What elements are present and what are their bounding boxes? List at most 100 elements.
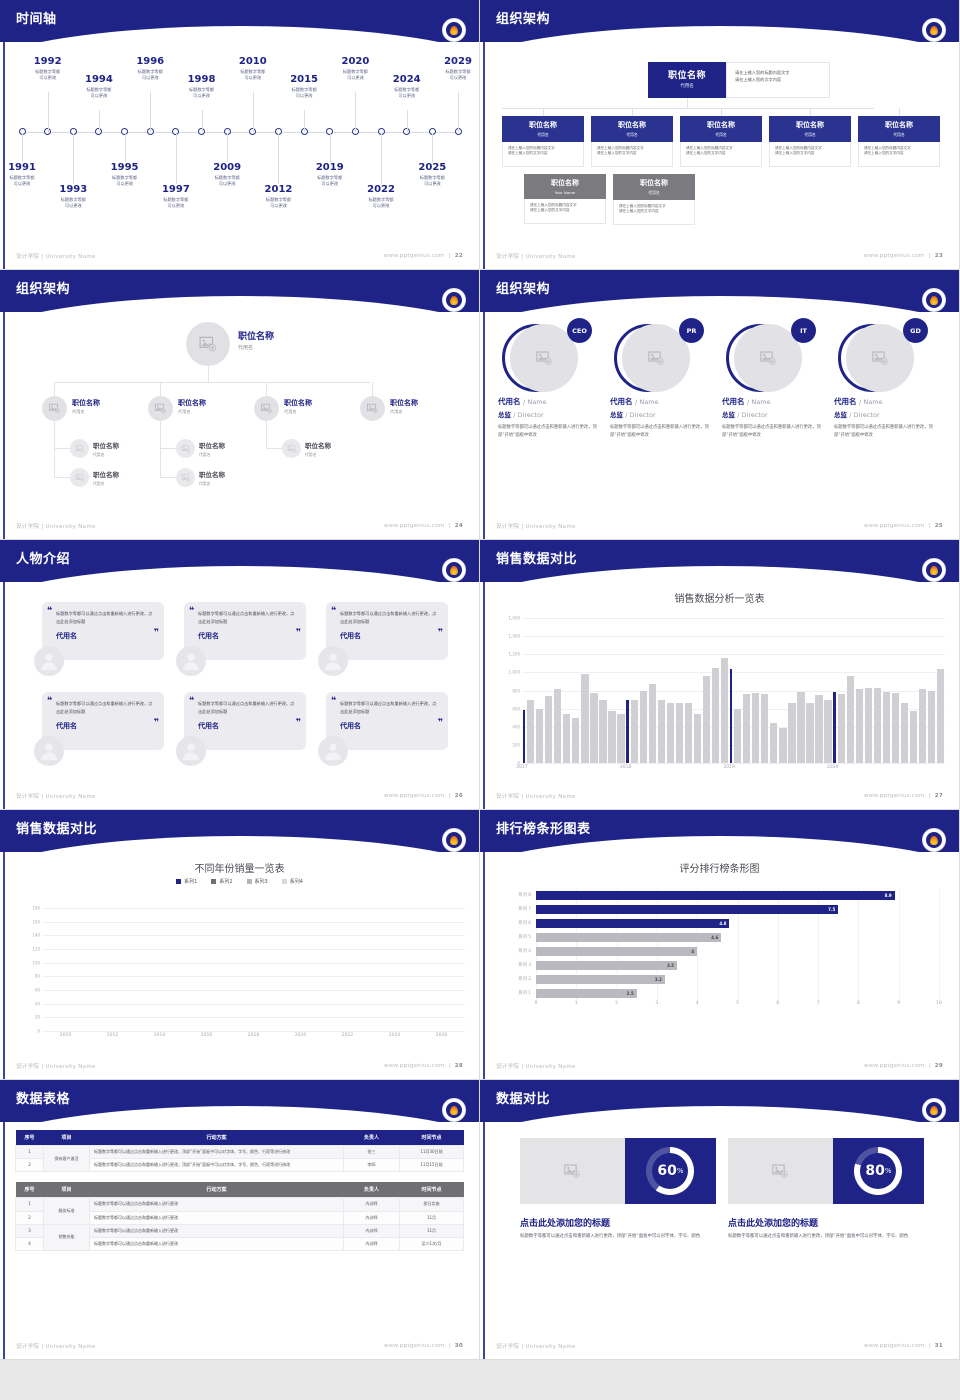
slide-rank-bars[interactable]: 排行榜条形图表 评分排行榜条形图 系列 8 8.9 系列 7 7.5 系列 6 4.8 系列… [480,810,960,1080]
node-avatar-icon[interactable] [42,396,67,421]
timeline-event-bottom[interactable]: 1995 标题数字等都 可以更改 [92,162,158,187]
bar[interactable] [864,687,872,763]
bar[interactable] [599,700,607,763]
leaf-avatar-icon[interactable] [70,439,89,458]
slide-org-boxes[interactable]: 组织架构 职位名称 代用名 请在上输入您的标题内容文字 请在上输入您的文字内容 … [480,0,960,270]
timeline-event-bottom[interactable]: 2019 标题数字等都 可以更改 [297,162,363,187]
rank-bar[interactable]: 4.6 [536,932,722,942]
person-avatar-icon[interactable] [318,646,348,676]
team-member[interactable]: PR 代用名 / Name 总监 / Director 标题数字等都可以通过点击和重新… [610,318,714,439]
member-avatar-icon[interactable] [846,324,914,392]
rank-row[interactable]: 系列 8 8.9 [494,888,939,902]
bar[interactable] [788,703,796,763]
rank-bar[interactable]: 4.8 [536,918,730,928]
bar[interactable] [779,728,787,763]
bar[interactable] [639,690,647,763]
bar[interactable] [626,700,629,763]
bar[interactable] [752,693,760,763]
bar[interactable] [590,692,598,763]
timeline-event-bottom[interactable]: 2012 标题数字等都 可以更改 [245,184,311,209]
bar[interactable] [711,667,720,763]
team-member[interactable]: CEO 代用名 / Name 总监 / Director 标题数字等都可以通过点击和重… [498,318,602,439]
table-row[interactable]: 2 标题数字等都可以通过点击和重新输入进行更改 内训师 11月 [15,1210,464,1225]
leaf-avatar-icon[interactable] [282,439,301,458]
bar[interactable] [684,702,693,763]
timeline-event-bottom[interactable]: 2022 标题数字等都 可以更改 [348,184,414,209]
org-card[interactable]: 职位名称 代用名 请在上输入您的标题内容文字 请在上输入您的文字内容 [858,116,940,167]
person-card[interactable]: ❝ ❞ 标题数字等都可以通过点击和重新输入进行更改，点击此处添加标题 代用名 [176,692,306,766]
team-member[interactable]: GD 代用名 / Name 总监 / Director 标题数字等都可以通过点击和重新… [834,318,938,439]
slide-org-circles[interactable]: 组织架构 CEO 代用名 / Name 总监 / Director 标题数字等都可以通… [480,270,960,540]
team-member[interactable]: IT 代用名 / Name 总监 / Director 标题数字等都可以通过点击和重新… [722,318,826,439]
timeline-event-top[interactable]: 2020 标题数字等都 可以更改 [322,56,388,81]
rank-row[interactable]: 系列 1 2.5 [494,986,939,1000]
rank-bar[interactable]: 3.2 [536,974,665,984]
timeline-event-top[interactable]: 1994 标题数字等都 可以更改 [66,74,132,99]
compare-block[interactable]: 80% 点击此处添加您的标题 标题数字等都可以通过点击和重新输入进行更改，顶部“开始… [728,1138,924,1241]
person-card[interactable]: ❝ ❞ 标题数字等都可以通过点击和重新输入进行更改，点击此处添加标题 代用名 [176,602,306,676]
leaf-avatar-icon[interactable] [176,439,195,458]
slide-people[interactable]: 人物介绍 ❝ ❞ 标题数字等都可以通过点击和重新输入进行更改，点击此处添加标题 代用名… [0,540,480,810]
node-avatar-icon[interactable] [254,396,279,421]
rank-bar[interactable]: 2.5 [536,988,637,998]
person-avatar-icon[interactable] [176,736,206,766]
bar[interactable] [824,700,832,763]
bar[interactable] [563,713,571,763]
member-avatar-icon[interactable] [622,324,690,392]
timeline-event-bottom[interactable]: 2009 标题数字等都 可以更改 [194,162,260,187]
bar[interactable] [909,710,918,763]
rank-row[interactable]: 系列 4 4 [494,944,939,958]
bar[interactable] [630,700,638,763]
block-image-icon[interactable] [520,1138,625,1204]
slide-sales-columns[interactable]: 销售数据对比 销售数据分析一览表 0 200 400 600 800 1,000 1,200… [480,540,960,810]
table-row[interactable]: 1 服务标准 标题数字等都可以通过点击和重新输入进行更改 内训师 即日实施 [15,1197,464,1225]
timeline-event-top[interactable]: 1992 标题数字等都 可以更改 [15,56,81,81]
node-avatar-icon[interactable] [148,396,173,421]
legend-item[interactable]: 系列2 [211,878,233,885]
timeline-event-top[interactable]: 1998 标题数字等都 可以更改 [169,74,235,99]
bar[interactable] [743,694,751,763]
bar[interactable] [846,675,854,763]
bar[interactable] [608,711,616,763]
bar[interactable] [657,700,665,763]
rank-row[interactable]: 系列 7 7.5 [494,902,939,916]
slide-timeline[interactable]: 时间轴 1992 标题数字等都 可以更改 1994 标题数字等都 可以更改 1996 标题… [0,0,480,270]
table-row[interactable]: 2 标题数字等都可以通过点击和重新输入进行更改，顶部“开始”面板中可以对字体、字号… [15,1158,464,1173]
bar[interactable] [572,717,580,763]
person-card[interactable]: ❝ ❞ 标题数字等都可以通过点击和重新输入进行更改，点击此处添加标题 代用名 [318,692,448,766]
org-card-secondary[interactable]: 职位名称 代用名 请在上输入您的标题内容文字 请在上输入您的文字内容 [613,174,695,225]
table-row[interactable]: 3 销售技能 标题数字等都可以通过点击和重新输入进行更改 内训师 11月 [15,1223,464,1252]
org-card-secondary[interactable]: 职位名称 Your Name 请在上输入您的标题内容文字 请在上输入您的文字内容 [524,174,606,224]
compare-block[interactable]: 60% 点击此处添加您的标题 标题数字等都可以通过点击和重新输入进行更改，顶部“开始… [520,1138,716,1241]
rank-row[interactable]: 系列 6 4.8 [494,916,939,930]
bar[interactable] [855,689,863,763]
data-table-1[interactable]: 序号 项目 行动方案 负责人 时间节点 1 保有客户激活 标题数字等都可以通过点击和重新输入进… [15,1130,464,1173]
bar[interactable] [675,702,683,763]
bar[interactable] [729,668,733,763]
timeline-event-top[interactable]: 2015 标题数字等都 可以更改 [271,74,337,99]
bar[interactable] [900,702,909,763]
bar[interactable] [693,713,702,763]
bar[interactable] [617,713,625,763]
org-card[interactable]: 职位名称 代用名 请在上输入您的标题内容文字 请在上输入您的文字内容 [502,116,584,167]
timeline-event-bottom[interactable]: 1991 标题数字等都 可以更改 [0,162,55,187]
rank-row[interactable]: 系列 3 3.5 [494,958,939,972]
bar[interactable] [527,700,535,763]
slide-data-compare[interactable]: 数据对比 60% 点击此处添加您的标题 标题数字等都可以通过点击和重新输入进行更改，… [480,1080,960,1360]
bar[interactable] [918,689,927,763]
table-row[interactable]: 4 标题数字等都可以通过点击和重新输入进行更改 内训师 至少1次/月 [15,1236,464,1252]
org-card[interactable]: 职位名称 代用名 请在上输入您的标题内容文字 请在上输入您的文字内容 [769,116,851,167]
person-card[interactable]: ❝ ❞ 标题数字等都可以通过点击和重新输入进行更改，点击此处添加标题 代用名 [34,692,164,766]
legend-item[interactable]: 系列1 [176,878,197,885]
bar[interactable] [770,723,778,763]
org-card[interactable]: 职位名称 代用名 请在上输入您的标题内容文字 请在上输入您的文字内容 [680,116,762,167]
bar[interactable] [581,674,589,763]
timeline-event-top[interactable]: 2010 标题数字等都 可以更改 [220,56,286,81]
slide-org-icons[interactable]: 组织架构 职位名称 代用名 职位名称 代用名 职位名称 代用名 职位名称 代用名 职位名称 代用名… [0,270,480,540]
timeline-event-bottom[interactable]: 1997 标题数字等都 可以更改 [143,184,209,209]
bar[interactable] [936,668,945,763]
bar[interactable] [873,687,881,763]
timeline-event-bottom[interactable]: 1993 标题数字等都 可以更改 [40,184,106,209]
bar[interactable] [837,694,845,763]
person-card[interactable]: ❝ ❞ 标题数字等都可以通过点击和重新输入进行更改，点击此处添加标题 代用名 [318,602,448,676]
